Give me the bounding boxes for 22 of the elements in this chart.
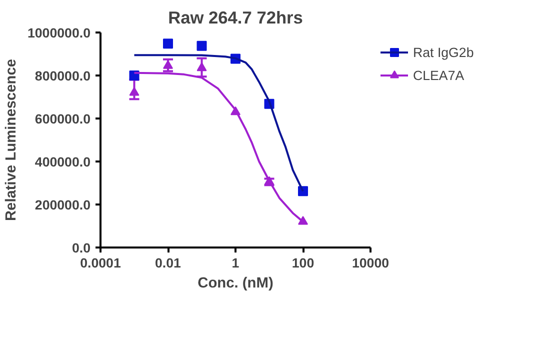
point bbox=[196, 62, 207, 72]
point bbox=[163, 60, 173, 69]
legend-label: Rat IgG2b bbox=[413, 44, 474, 60]
x-tick-label: 0.0001 bbox=[80, 256, 122, 270]
y-tick-label: 400000.0 bbox=[34, 154, 91, 170]
y-tick-label: 800000.0 bbox=[34, 68, 91, 84]
point bbox=[196, 40, 207, 51]
y-tick-label: 200000.0 bbox=[34, 198, 91, 212]
y-tick-label: 0.0 bbox=[72, 240, 91, 256]
y-tick-label: 600000.0 bbox=[34, 112, 91, 126]
chart-title: Raw 264.7 72hrs bbox=[168, 8, 303, 28]
point bbox=[163, 38, 173, 49]
x-axis-title: Conc. (nM) bbox=[198, 276, 274, 292]
y-axis-title: Relative Luminescence bbox=[3, 58, 20, 222]
x-tick-label: 10000 bbox=[352, 256, 390, 270]
legend-label: CLEA7A bbox=[413, 68, 464, 82]
x-tick-label: 1 bbox=[232, 256, 240, 270]
y-tick-label: 1000000.0 bbox=[27, 26, 91, 40]
x-tick-label: 0.01 bbox=[155, 256, 182, 270]
x-tick-label: 100 bbox=[292, 256, 314, 270]
point bbox=[298, 216, 308, 225]
point bbox=[129, 87, 140, 96]
